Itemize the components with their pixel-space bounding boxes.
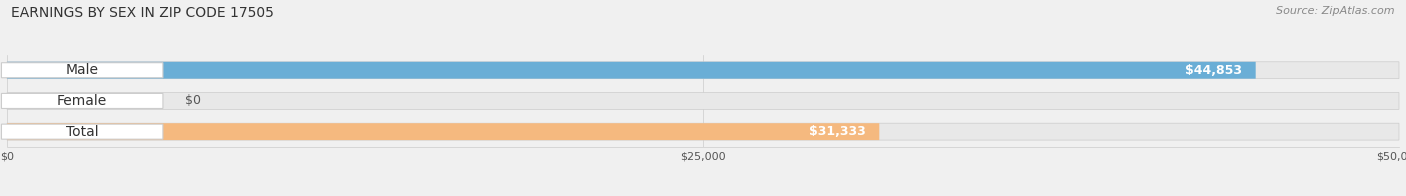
FancyBboxPatch shape bbox=[7, 62, 1399, 79]
Text: Source: ZipAtlas.com: Source: ZipAtlas.com bbox=[1277, 6, 1395, 16]
FancyBboxPatch shape bbox=[1, 63, 163, 78]
FancyBboxPatch shape bbox=[7, 93, 1399, 109]
Text: Male: Male bbox=[66, 63, 98, 77]
FancyBboxPatch shape bbox=[7, 123, 1399, 140]
Text: $31,333: $31,333 bbox=[808, 125, 865, 138]
FancyBboxPatch shape bbox=[1, 124, 163, 139]
Text: Female: Female bbox=[58, 94, 107, 108]
FancyBboxPatch shape bbox=[1, 93, 163, 108]
FancyBboxPatch shape bbox=[7, 62, 1256, 79]
Text: Total: Total bbox=[66, 125, 98, 139]
Text: $0: $0 bbox=[186, 94, 201, 107]
FancyBboxPatch shape bbox=[7, 123, 879, 140]
Text: $44,853: $44,853 bbox=[1185, 64, 1241, 77]
Text: EARNINGS BY SEX IN ZIP CODE 17505: EARNINGS BY SEX IN ZIP CODE 17505 bbox=[11, 6, 274, 20]
